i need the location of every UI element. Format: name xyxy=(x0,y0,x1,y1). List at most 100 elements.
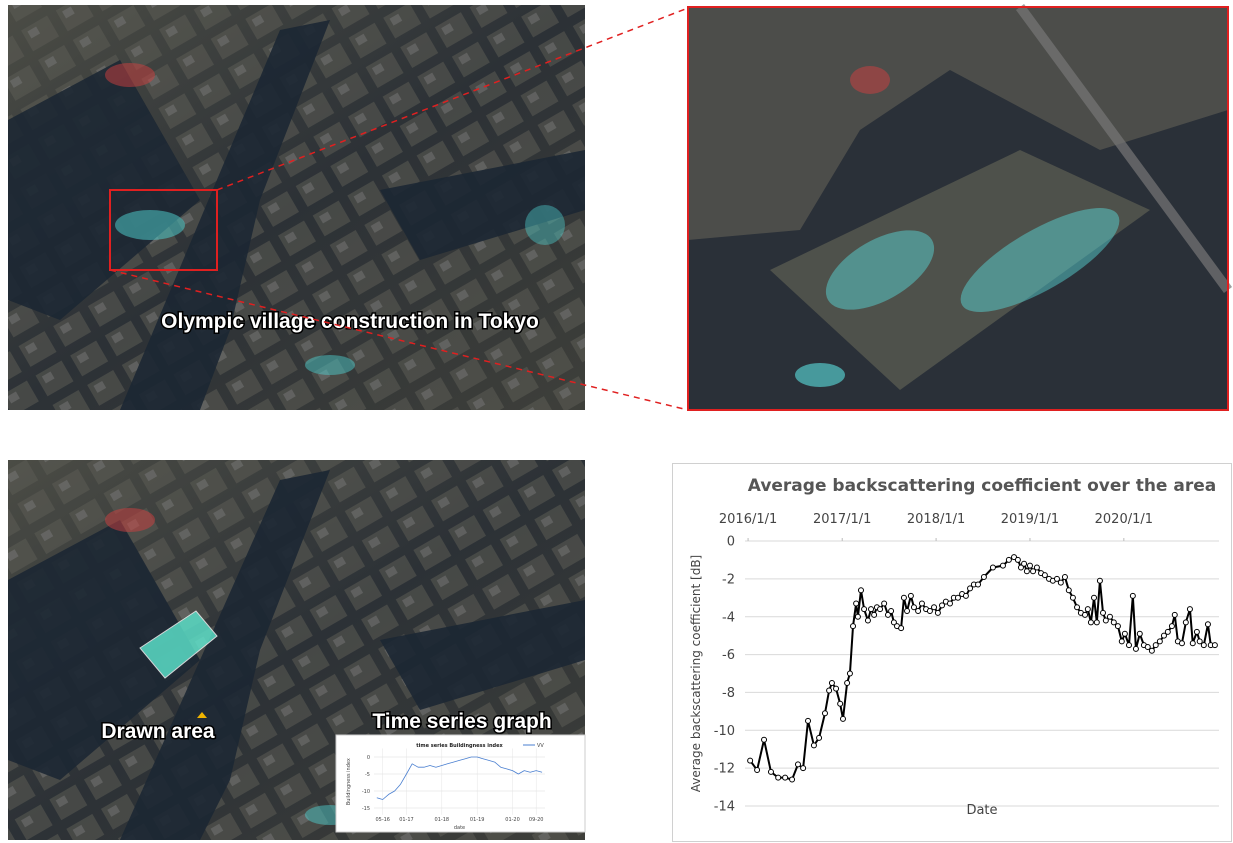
data-point xyxy=(1082,611,1089,618)
y-tick-label: -12 xyxy=(714,762,735,777)
data-point xyxy=(761,736,768,743)
data-point xyxy=(782,774,789,781)
data-point xyxy=(800,765,807,772)
data-point xyxy=(1084,606,1091,613)
y-tick-label: -10 xyxy=(714,724,735,739)
data-point xyxy=(826,687,833,694)
data-point xyxy=(1074,604,1081,611)
data-point xyxy=(1132,645,1139,652)
data-point xyxy=(747,757,754,764)
data-point xyxy=(1129,592,1136,599)
satellite-image: Olympic village construction in Tokyo xyxy=(8,5,585,410)
data-point xyxy=(939,602,946,609)
data-point xyxy=(754,767,761,774)
y-tick-label: -15 xyxy=(362,806,370,812)
x-tick-label: 01-19 xyxy=(470,817,485,823)
x-tick-label: 2018/1/1 xyxy=(907,512,965,527)
data-point xyxy=(1182,619,1189,626)
data-point xyxy=(1196,638,1203,645)
data-point xyxy=(868,606,875,613)
data-point xyxy=(900,594,907,601)
data-point xyxy=(934,609,941,616)
data-point xyxy=(1033,564,1040,571)
x-tick-label: 09-20 xyxy=(529,817,544,823)
y-tick-label: 0 xyxy=(367,755,370,761)
y-tick-label: -4 xyxy=(722,610,735,625)
data-point xyxy=(1102,617,1109,624)
data-point xyxy=(898,625,905,632)
data-point xyxy=(1014,556,1021,563)
data-point xyxy=(877,606,884,613)
chart-frame xyxy=(672,463,1232,842)
data-line xyxy=(376,756,543,800)
data-point xyxy=(821,710,828,717)
x-axis-label: date xyxy=(454,825,465,831)
data-point xyxy=(946,600,953,607)
data-point xyxy=(1193,628,1200,635)
data-point xyxy=(854,613,861,620)
x-tick-label: 2019/1/1 xyxy=(1001,512,1059,527)
data-point xyxy=(1093,619,1100,626)
data-point xyxy=(1152,642,1159,649)
data-point xyxy=(850,623,857,630)
y-axis-label: Buildingness index xyxy=(346,758,352,805)
data-point xyxy=(775,774,782,781)
data-point xyxy=(1204,621,1211,628)
data-point xyxy=(1005,556,1012,563)
data-point xyxy=(915,608,922,615)
data-point xyxy=(846,670,853,677)
data-point xyxy=(810,742,817,749)
data-point xyxy=(1160,632,1167,639)
data-point xyxy=(999,562,1006,569)
data-point xyxy=(1087,619,1094,626)
x-tick-label: 01-18 xyxy=(435,817,450,823)
y-tick-label: -5 xyxy=(365,772,370,778)
data-point xyxy=(871,611,878,618)
data-point xyxy=(962,592,969,599)
y-axis-label: Average backscattering coefficient [dB] xyxy=(689,555,703,793)
x-tick-label: 2016/1/1 xyxy=(719,512,777,527)
data-point xyxy=(853,600,860,607)
data-point xyxy=(794,761,801,768)
data-point xyxy=(1091,594,1098,601)
chart-title: time series Buildingness index xyxy=(416,743,503,749)
data-point xyxy=(1030,568,1037,575)
data-point xyxy=(1026,562,1033,569)
data-point xyxy=(926,608,933,615)
data-point xyxy=(1023,568,1030,575)
data-point xyxy=(1144,644,1151,650)
data-point xyxy=(1156,638,1163,645)
data-point xyxy=(890,619,897,626)
data-point xyxy=(907,592,914,599)
data-point xyxy=(967,585,974,592)
data-point xyxy=(1061,573,1068,580)
data-point xyxy=(1011,554,1018,561)
data-point xyxy=(789,776,796,783)
data-point xyxy=(1057,579,1064,586)
inset-panel xyxy=(335,734,586,833)
data-point xyxy=(918,600,925,607)
data-point xyxy=(1168,623,1175,630)
data-point xyxy=(1211,642,1218,649)
x-tick-label: 2020/1/1 xyxy=(1095,512,1153,527)
data-point xyxy=(805,717,812,724)
data-point xyxy=(931,604,938,611)
x-tick-label: 01-17 xyxy=(399,817,414,823)
data-point xyxy=(1125,642,1132,649)
data-point xyxy=(1100,609,1107,616)
x-tick-label: 2017/1/1 xyxy=(813,512,871,527)
data-point xyxy=(1121,630,1128,637)
y-tick-label: -10 xyxy=(362,789,370,795)
satellite-image: Drawn area Time series graph xyxy=(8,460,586,840)
data-point xyxy=(1118,638,1125,645)
data-point xyxy=(839,715,846,722)
data-point xyxy=(1148,647,1155,654)
data-point xyxy=(1069,594,1076,601)
data-point xyxy=(816,734,823,741)
data-point xyxy=(954,594,961,601)
y-tick-label: 0 xyxy=(727,535,735,550)
data-point xyxy=(837,700,844,707)
zoom-line xyxy=(109,269,689,411)
